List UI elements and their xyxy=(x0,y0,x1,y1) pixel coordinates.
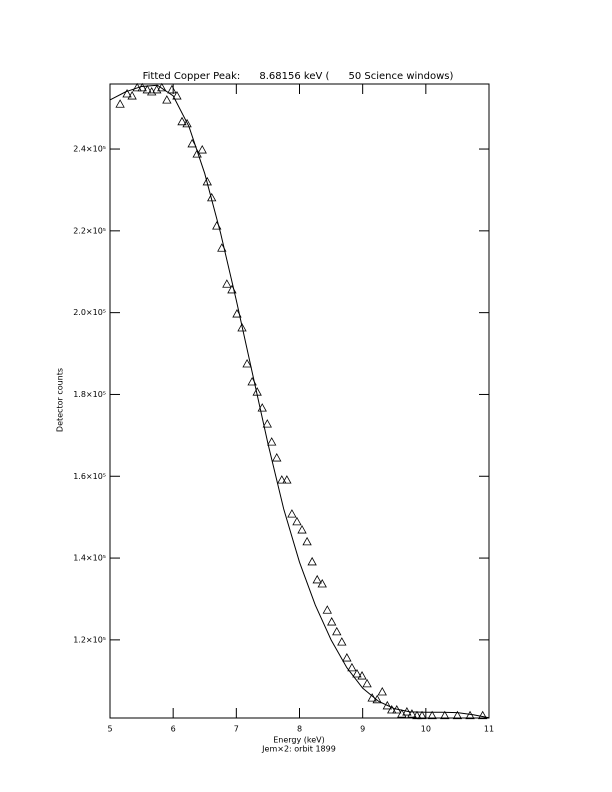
data-point xyxy=(307,556,317,566)
subtitle: Jem×2: orbit 1899 xyxy=(261,745,336,754)
data-point xyxy=(182,118,192,128)
data-point xyxy=(377,686,387,696)
data-point xyxy=(282,475,292,484)
data-point xyxy=(317,579,327,588)
data-point xyxy=(127,91,137,100)
data-point xyxy=(237,322,247,332)
data-point xyxy=(272,453,282,462)
data-point xyxy=(122,88,132,98)
data-point xyxy=(362,678,372,688)
data-point xyxy=(267,437,277,446)
x-tick-label: 5 xyxy=(107,725,112,734)
data-point xyxy=(372,694,382,704)
data-point xyxy=(382,700,392,710)
data-point xyxy=(327,617,337,626)
data-point xyxy=(242,358,252,368)
data-point xyxy=(172,91,182,100)
y-tick-label: 2.0×10⁵ xyxy=(73,308,106,317)
y-tick-label: 1.4×10⁵ xyxy=(73,554,106,563)
data-point xyxy=(115,99,125,108)
x-tick-label: 7 xyxy=(234,725,239,734)
x-axis-label: Energy (keV) xyxy=(273,736,325,745)
y-tick-label: 1.2×10⁵ xyxy=(73,635,106,644)
data-point xyxy=(192,149,202,158)
data-point xyxy=(167,84,177,94)
data-point xyxy=(297,525,307,534)
y-tick-label: 1.6×10⁵ xyxy=(73,472,106,481)
data-point xyxy=(177,116,187,126)
data-point xyxy=(337,637,347,646)
y-tick-label: 1.8×10⁵ xyxy=(73,390,106,399)
data-point xyxy=(312,574,322,584)
data-point xyxy=(352,669,362,678)
x-tick-label: 11 xyxy=(484,725,494,734)
data-point xyxy=(222,279,232,288)
data-point xyxy=(197,145,207,154)
chart-title: Fitted Copper Peak: 8.68156 keV ( 50 Sci… xyxy=(143,71,454,82)
data-point xyxy=(357,671,367,680)
data-point xyxy=(322,605,332,614)
data-point xyxy=(465,710,475,720)
data-point xyxy=(387,704,397,714)
x-tick-label: 8 xyxy=(297,725,302,734)
data-point xyxy=(440,710,450,720)
data-point xyxy=(287,509,297,518)
data-point xyxy=(407,709,417,718)
data-point xyxy=(162,95,172,104)
data-point xyxy=(427,710,437,720)
data-point xyxy=(412,710,422,720)
fit-line xyxy=(109,84,490,719)
data-point xyxy=(417,710,427,720)
data-point xyxy=(478,710,488,720)
data-point xyxy=(342,653,352,662)
y-tick-label: 2.4×10⁵ xyxy=(73,145,106,154)
data-point xyxy=(332,626,342,636)
data-point xyxy=(292,516,302,526)
data-point xyxy=(302,536,312,546)
data-point xyxy=(452,710,463,720)
data-point xyxy=(277,475,287,484)
x-tick-label: 6 xyxy=(171,725,176,734)
data-point xyxy=(262,419,272,428)
y-tick-label: 2.2×10⁵ xyxy=(73,226,106,235)
data-point xyxy=(142,84,152,94)
data-point xyxy=(347,662,357,672)
x-tick-label: 10 xyxy=(421,725,431,734)
y-axis-label: Detector counts xyxy=(56,368,65,432)
x-tick-label: 9 xyxy=(360,725,365,734)
